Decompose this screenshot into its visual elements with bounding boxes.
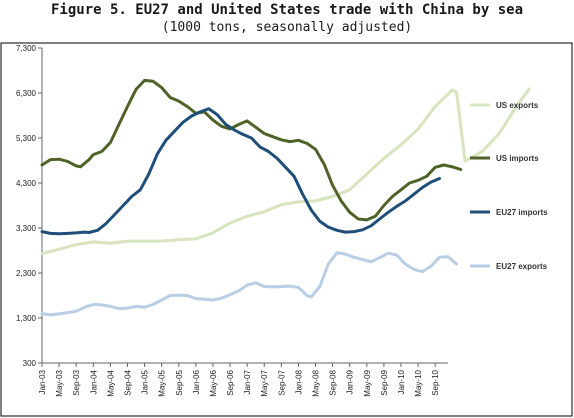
x-tick-label: May-03 bbox=[55, 369, 64, 396]
series-line-us-imports bbox=[40, 78, 463, 222]
chart-subtitle: (1000 tons, seasonally adjusted) bbox=[161, 20, 413, 35]
y-tick-label: 3,300 bbox=[16, 224, 37, 233]
y-tick-label: 1,300 bbox=[16, 314, 37, 323]
x-tick-label: May-04 bbox=[106, 369, 115, 396]
series-line-us-exports bbox=[40, 87, 531, 256]
x-tick-label: May-10 bbox=[414, 369, 423, 396]
x-tick-label: Jan-07 bbox=[243, 369, 252, 394]
x-tick-label: Sep-03 bbox=[72, 369, 81, 395]
chart-frame bbox=[0, 42, 573, 417]
y-tick-label: 2,300 bbox=[16, 269, 37, 278]
x-tick-label: May-07 bbox=[260, 369, 269, 396]
legend-label: EU27 exports bbox=[496, 262, 548, 271]
y-tick-label: 5,300 bbox=[16, 134, 37, 143]
legend-label: EU27 imports bbox=[496, 208, 548, 217]
series-line-eu27-exports bbox=[40, 251, 458, 317]
x-tick-label: Sep-09 bbox=[380, 369, 389, 395]
chart-title: Figure 5. EU27 and United States trade w… bbox=[50, 2, 523, 18]
x-tick-label: Sep-05 bbox=[175, 369, 184, 395]
y-tick-label: 300 bbox=[23, 359, 37, 368]
legend-label: US exports bbox=[496, 101, 539, 110]
x-tick-label: Sep-07 bbox=[277, 369, 286, 395]
x-tick-label: May-09 bbox=[363, 369, 372, 396]
y-tick-label: 4,300 bbox=[16, 179, 37, 188]
y-tick-label: 6,300 bbox=[16, 89, 37, 98]
x-tick-label: Sep-08 bbox=[329, 369, 338, 395]
series-line-eu27-imports bbox=[40, 107, 441, 236]
x-tick-label: May-08 bbox=[312, 369, 321, 396]
x-tick-label: Jan-05 bbox=[141, 369, 150, 394]
x-tick-label: Jan-09 bbox=[346, 369, 355, 394]
x-tick-label: Jan-06 bbox=[192, 369, 201, 394]
x-tick-label: Jan-08 bbox=[294, 369, 303, 394]
x-tick-label: Jan-10 bbox=[397, 369, 406, 394]
x-tick-label: May-06 bbox=[209, 369, 218, 396]
x-tick-label: Sep-06 bbox=[226, 369, 235, 395]
x-tick-label: Sep-10 bbox=[431, 369, 440, 395]
y-tick-label: 7,300 bbox=[16, 44, 37, 53]
x-tick-label: Sep-04 bbox=[123, 369, 132, 395]
x-tick-label: Jan-03 bbox=[38, 369, 47, 394]
legend-label: US imports bbox=[496, 154, 539, 163]
x-tick-label: Jan-04 bbox=[89, 369, 98, 394]
x-tick-label: May-05 bbox=[158, 369, 167, 396]
